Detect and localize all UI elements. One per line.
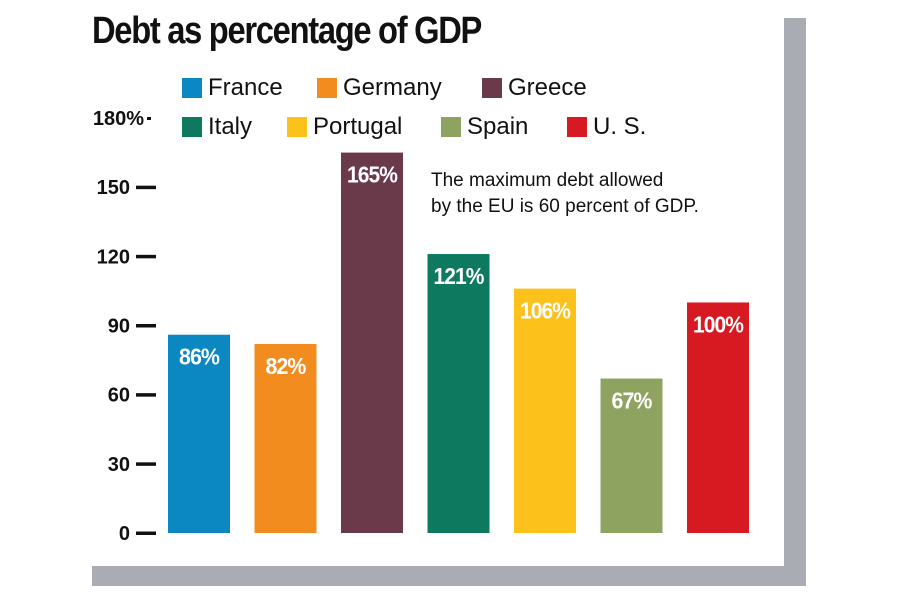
bar-value-label: 121% [434,263,484,289]
legend-swatch [182,78,202,98]
bar-portugal [514,288,576,533]
annotation-note: The maximum debt allowed by the EU is 60… [431,168,699,220]
bar-germany [254,343,317,533]
legend-label: Portugal [313,113,403,140]
bar-value-label: 100% [693,311,743,337]
bar-greece [341,152,403,534]
bar-value-label: 165% [347,162,397,188]
legend-swatch [317,78,337,98]
y-tick-label: 30 [108,454,130,476]
y-tick-label: 90 [108,316,130,338]
legend-swatch [482,78,502,98]
legend-item: Italy [182,113,252,141]
legend-item: France [182,74,283,102]
legend-item: Portugal [287,113,402,141]
legend-item: Spain [441,113,528,141]
y-tick-mark [147,117,151,120]
y-tick-mark [136,393,156,397]
bar-value-label: 86% [179,344,219,370]
panel-shadow-right [784,18,806,586]
y-tick-label: 150 [97,177,130,199]
bar-value-label: 82% [266,353,306,379]
legend-label: France [208,74,283,101]
legend-label: Spain [467,113,529,140]
legend-item: U. S. [567,113,646,141]
legend-label: Greece [508,74,587,101]
bar-spain [600,378,663,533]
y-tick-mark [136,531,156,535]
panel-shadow-bottom [92,566,806,586]
y-tick-label: 0 [119,523,130,545]
legend-label: Italy [208,113,253,140]
bar-value-label: 67% [612,388,652,414]
legend-item: Greece [482,74,587,102]
y-tick-label: 60 [108,385,130,407]
chart-title: Debt as percentage of GDP [92,10,482,52]
legend-swatch [182,117,202,137]
legend-label: U. S. [593,113,647,140]
legend-label: Germany [343,74,442,101]
legend-swatch [567,117,587,137]
legend-item: Germany [317,74,442,102]
y-tick-label: 120 [97,246,130,268]
bar-france [168,334,230,533]
y-tick-label: 180% [93,108,144,130]
legend-swatch [287,117,307,137]
y-tick-mark [136,254,156,259]
y-tick-mark [136,324,156,328]
y-tick-mark [136,185,156,190]
bar-italy [427,254,490,533]
annotation-line-2: by the EU is 60 percent of GDP. [431,196,699,217]
legend-swatch [441,117,461,137]
bar-value-label: 106% [520,298,570,324]
bar-u-s [687,302,749,533]
annotation-line-1: The maximum debt allowed [431,170,664,191]
y-tick-mark [136,462,156,466]
